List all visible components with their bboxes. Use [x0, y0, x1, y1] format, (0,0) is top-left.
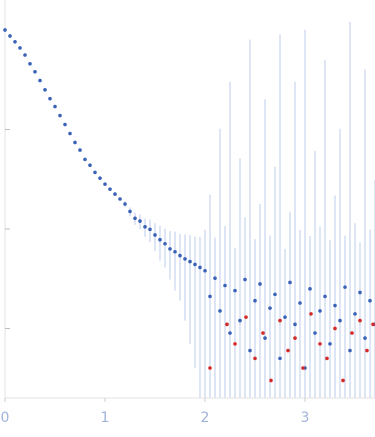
- data-point: [68, 131, 72, 136]
- data-point: [328, 342, 332, 346]
- data-point: [348, 348, 352, 353]
- data-point: [108, 187, 112, 191]
- data-point: [83, 157, 87, 162]
- data-point: [178, 253, 182, 258]
- data-point: [208, 294, 212, 299]
- data-point: [278, 356, 282, 361]
- data-point: [103, 182, 107, 186]
- data-point: [293, 336, 297, 340]
- data-point: [218, 309, 222, 313]
- data-point: [273, 292, 277, 297]
- data-point: [113, 192, 117, 196]
- data-point: [313, 331, 317, 335]
- data-point: [233, 342, 237, 346]
- data-point: [28, 61, 32, 66]
- data-point: [253, 298, 257, 303]
- data-point: [23, 53, 27, 57]
- data-point: [43, 88, 47, 92]
- data-point: [333, 326, 337, 331]
- x-tick-label: 2: [201, 410, 210, 426]
- data-point: [225, 322, 229, 327]
- data-point: [3, 28, 7, 32]
- data-point: [258, 282, 262, 286]
- data-point: [198, 265, 202, 270]
- data-point: [338, 318, 342, 323]
- data-point: [261, 331, 265, 335]
- data-point: [333, 303, 337, 308]
- data-point: [138, 219, 142, 223]
- data-point: [353, 312, 357, 316]
- data-point: [318, 309, 322, 313]
- data-point: [58, 113, 62, 118]
- data-point: [193, 262, 197, 267]
- data-point: [343, 285, 347, 289]
- data-point: [325, 356, 329, 361]
- data-point: [128, 209, 132, 214]
- data-point: [243, 277, 247, 282]
- data-point: [153, 233, 157, 237]
- data-point: [358, 318, 362, 323]
- data-point: [233, 288, 237, 293]
- x-tick-label: 3: [301, 410, 310, 426]
- data-point: [38, 78, 42, 83]
- data-point: [350, 331, 354, 335]
- data-point: [148, 227, 152, 232]
- data-point: [213, 276, 217, 280]
- data-point: [365, 348, 369, 353]
- data-point: [8, 34, 12, 38]
- data-point: [163, 241, 167, 246]
- data-point: [73, 140, 77, 145]
- data-point: [368, 298, 372, 303]
- data-point: [268, 306, 272, 310]
- data-point: [223, 283, 227, 288]
- data-point: [228, 331, 232, 335]
- data-point: [208, 366, 212, 370]
- data-point: [48, 96, 52, 101]
- data-point: [33, 69, 37, 74]
- data-point: [158, 237, 162, 242]
- data-point: [283, 315, 287, 319]
- data-point: [358, 290, 362, 295]
- data-point: [18, 46, 22, 50]
- data-point: [238, 318, 242, 323]
- data-point: [88, 163, 92, 168]
- data-point: [98, 176, 102, 180]
- data-point: [323, 294, 327, 299]
- data-point: [308, 287, 312, 291]
- data-point: [248, 348, 252, 353]
- data-point: [244, 315, 248, 319]
- data-point: [286, 348, 290, 353]
- data-point: [168, 247, 172, 251]
- x-tick-label: 1: [101, 410, 110, 426]
- x-tick-label: 0: [1, 410, 10, 426]
- data-point: [53, 104, 57, 109]
- data-point: [278, 318, 282, 323]
- data-point: [93, 170, 97, 175]
- data-point: [293, 322, 297, 327]
- data-point: [173, 249, 177, 254]
- data-point: [123, 202, 127, 206]
- data-point: [263, 336, 267, 340]
- data-point: [318, 342, 322, 346]
- data-point: [341, 378, 345, 383]
- data-point: [253, 356, 257, 361]
- data-point: [371, 322, 375, 327]
- data-point: [363, 336, 367, 340]
- data-point: [188, 259, 192, 264]
- data-point: [301, 366, 305, 370]
- data-point: [309, 312, 313, 316]
- data-point: [183, 257, 187, 261]
- data-point: [269, 378, 273, 383]
- data-point: [203, 268, 207, 273]
- data-point: [288, 280, 292, 285]
- data-point: [298, 301, 302, 305]
- data-point: [63, 122, 67, 127]
- data-point: [13, 40, 17, 44]
- data-point: [143, 225, 147, 229]
- data-point: [118, 197, 122, 201]
- data-point: [133, 216, 137, 221]
- data-point: [78, 148, 82, 152]
